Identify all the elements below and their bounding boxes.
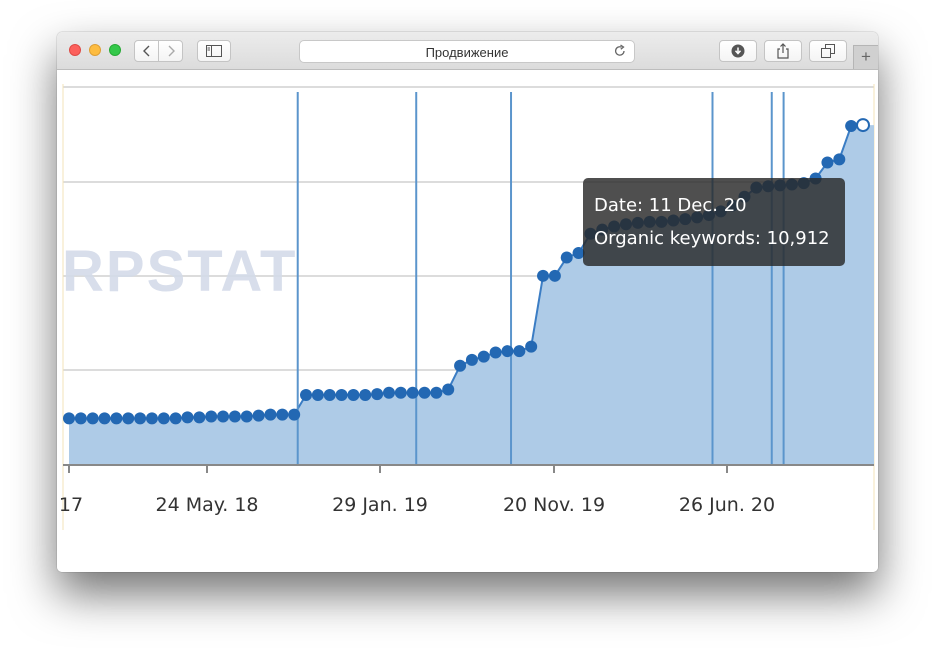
sidebar-icon [206, 45, 222, 57]
address-bar[interactable]: Продвижение [299, 40, 635, 63]
data-point [856, 118, 870, 133]
data-point [74, 412, 87, 425]
chart-annotations [296, 92, 785, 464]
data-point [63, 412, 75, 425]
data-point [181, 411, 194, 424]
data-point [134, 412, 147, 425]
chart-tooltip: Date: 11 Dec. 20 Organic keywords: 10,91… [583, 178, 845, 266]
close-window-button[interactable] [69, 44, 81, 56]
data-point [217, 410, 230, 423]
data-point [300, 389, 313, 402]
data-point [193, 411, 206, 424]
x-tick-label: 20 Nov. 19 [502, 494, 606, 516]
data-point [833, 153, 846, 166]
browser-window: Продвижение + [57, 32, 878, 572]
page-content: RPSTAT 17 24 May. 18 29 Jan. 19 20 Nov. 19 2… [57, 70, 878, 572]
x-tick-label: 17 [58, 494, 84, 516]
forward-button[interactable] [158, 40, 183, 62]
x-tick-label: 24 May. 18 [155, 494, 259, 516]
data-point [323, 389, 336, 402]
data-point [252, 409, 265, 422]
data-point [513, 345, 526, 358]
area-fill [69, 125, 874, 464]
share-button[interactable] [764, 40, 802, 62]
data-point [477, 350, 490, 363]
downloads-button[interactable] [719, 40, 757, 62]
data-point [525, 340, 538, 353]
data-point [86, 412, 99, 425]
data-point [311, 389, 324, 402]
sidebar-button[interactable] [197, 40, 231, 62]
data-point [394, 386, 407, 399]
data-point [371, 388, 384, 401]
data-point [276, 408, 289, 421]
data-point [347, 389, 360, 402]
download-icon [731, 44, 745, 58]
data-point [821, 156, 834, 169]
data-point [145, 412, 158, 425]
new-tab-button[interactable]: + [853, 45, 878, 69]
data-point [572, 246, 585, 259]
tabs-overview-button[interactable] [809, 40, 847, 62]
page-title: Продвижение [425, 45, 509, 60]
x-tick-label: 26 Jun. 20 [678, 494, 776, 516]
data-point [288, 408, 301, 421]
data-point [205, 410, 218, 423]
data-point [335, 389, 348, 402]
data-point [560, 251, 573, 264]
data-point [240, 410, 253, 423]
data-point [157, 412, 170, 425]
zoom-window-button[interactable] [109, 44, 121, 56]
x-tick-label: 29 Jan. 19 [332, 494, 428, 516]
tabs-icon [821, 44, 835, 58]
data-point [406, 386, 419, 399]
data-point [537, 269, 550, 282]
data-point [548, 269, 561, 282]
tooltip-date: Date: 11 Dec. 20 [594, 195, 747, 216]
share-icon [777, 43, 789, 59]
back-button[interactable] [134, 40, 159, 62]
minimize-window-button[interactable] [89, 44, 101, 56]
data-point [418, 386, 431, 399]
data-point [501, 345, 514, 358]
data-point [169, 412, 182, 425]
data-point [465, 353, 478, 366]
title-bar: Продвижение + [57, 32, 878, 70]
data-point [98, 412, 111, 425]
watermark: RPSTAT [62, 239, 298, 304]
data-point [264, 408, 277, 421]
back-icon [142, 45, 149, 57]
x-axis [63, 464, 874, 473]
tooltip-keywords: Organic keywords: 10,912 [594, 228, 830, 249]
data-point [359, 389, 372, 402]
data-point [454, 359, 467, 372]
reload-icon[interactable] [613, 44, 627, 58]
forward-icon [168, 45, 175, 57]
data-point [382, 386, 395, 399]
data-point [845, 120, 858, 132]
data-point [110, 412, 123, 425]
data-point [122, 412, 135, 425]
data-point [430, 386, 443, 399]
data-point [489, 346, 502, 359]
data-point [442, 383, 455, 396]
data-point [228, 410, 241, 423]
